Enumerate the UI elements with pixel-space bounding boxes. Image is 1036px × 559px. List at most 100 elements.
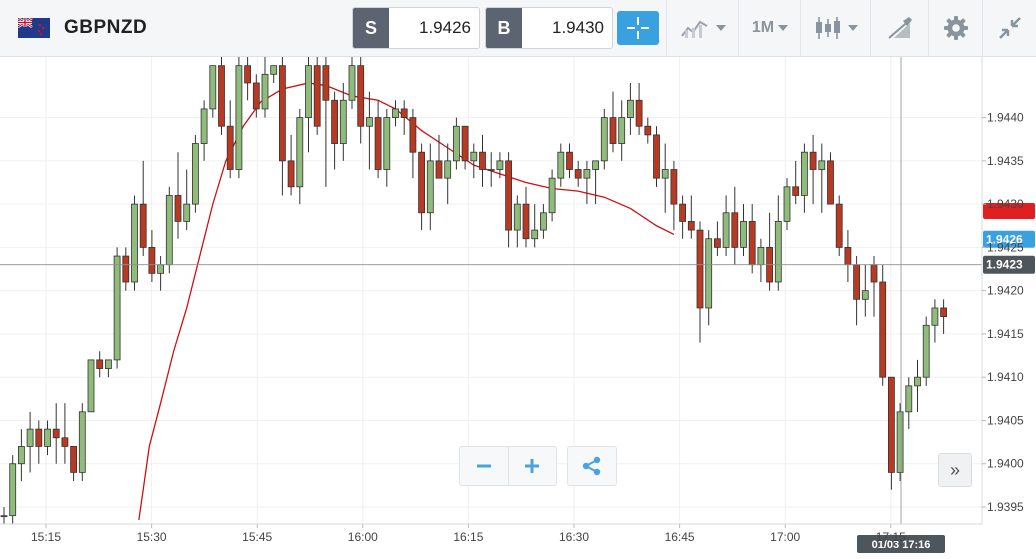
timeframe-selector[interactable]: 1M xyxy=(738,0,801,56)
candle-body xyxy=(105,359,112,369)
candle-body xyxy=(252,82,260,110)
candle-body xyxy=(801,151,808,196)
candle xyxy=(487,152,495,187)
candle-body xyxy=(452,125,460,162)
candle xyxy=(574,160,582,187)
bid-price-tag xyxy=(983,230,1035,248)
candle xyxy=(235,57,243,179)
candle-body xyxy=(496,160,504,170)
candle-style-selector[interactable] xyxy=(800,0,871,56)
candle-body xyxy=(383,117,391,170)
candle xyxy=(244,57,252,101)
time-axis[interactable]: 15:15 15:30 15:45 16:00 16:15 16:30 16:45 17:00… xyxy=(0,523,982,544)
candle-body xyxy=(896,411,904,473)
candle xyxy=(783,178,791,231)
sell-price: 1.9426 xyxy=(419,18,471,37)
ma-price-tag xyxy=(983,203,1035,219)
candle-body xyxy=(191,143,199,205)
candle xyxy=(418,143,426,231)
time-tick-label: 17:00 xyxy=(770,530,800,544)
collapse-button[interactable] xyxy=(982,0,1036,56)
candle xyxy=(209,65,217,118)
price-axis[interactable]: 1.9395 1.9400 1.9405 1.9410 1.9415 1.9420 1.94… xyxy=(981,57,1024,524)
candle xyxy=(78,403,86,482)
price-tick-label: 1.9420 xyxy=(987,284,1024,298)
candle-body xyxy=(392,108,399,118)
candle-body xyxy=(122,255,130,283)
crosshair-icon xyxy=(627,17,649,39)
candle xyxy=(722,195,730,257)
candle-body xyxy=(287,160,295,188)
candle xyxy=(174,152,182,239)
zoom-in-button[interactable] xyxy=(507,447,557,485)
candle xyxy=(618,100,626,161)
price-tick-label: 1.9400 xyxy=(987,457,1024,471)
symbol-name: GBPNZD xyxy=(64,17,148,38)
chart-type-selector[interactable] xyxy=(666,0,739,56)
candle xyxy=(505,152,513,248)
zoom-out-button[interactable] xyxy=(460,447,508,485)
draw-tools-button[interactable] xyxy=(870,0,929,56)
symbol-selector[interactable]: GBPNZD xyxy=(18,12,147,44)
scroll-to-latest-button[interactable]: » xyxy=(938,453,972,487)
candle xyxy=(0,507,8,525)
candle-body xyxy=(931,307,939,326)
time-tick-label: 16:00 xyxy=(348,530,378,544)
candle xyxy=(600,108,608,170)
candle-body xyxy=(44,428,51,447)
candle xyxy=(400,100,408,135)
sell-quote-button[interactable]: S 1.9426 xyxy=(352,7,480,49)
candle-body xyxy=(679,203,686,222)
candle xyxy=(896,403,904,482)
buy-quote-button[interactable]: B 1.9430 xyxy=(485,7,613,49)
moving-average-layer xyxy=(138,82,675,521)
candle xyxy=(322,57,330,187)
draw-tools-icon xyxy=(888,17,912,39)
candle xyxy=(513,195,521,248)
candle-body xyxy=(348,65,356,101)
chevron-down-icon xyxy=(848,25,858,31)
minus-icon xyxy=(476,464,491,468)
price-tick-label: 1.9405 xyxy=(987,413,1024,427)
candle xyxy=(17,429,25,482)
candle xyxy=(122,247,130,291)
candle xyxy=(305,57,312,153)
candle xyxy=(479,134,486,187)
candle-body xyxy=(113,255,121,361)
candle-body xyxy=(244,65,252,84)
candle-body xyxy=(844,246,852,266)
candle-body xyxy=(479,151,486,170)
candle-body xyxy=(183,203,191,222)
candle-body xyxy=(548,177,556,214)
candle xyxy=(644,117,652,144)
candle xyxy=(365,91,373,170)
candle xyxy=(740,204,747,257)
chart-toolbar: GBPNZD S 1.9426 B 1.9430 1M xyxy=(0,0,1036,57)
candle xyxy=(278,57,286,196)
candle xyxy=(540,204,547,239)
candle-body xyxy=(61,437,69,447)
candle xyxy=(61,403,69,464)
candle xyxy=(383,108,391,187)
candle-body xyxy=(78,411,86,473)
candle-body xyxy=(818,160,826,170)
price-tick-label: 1.9395 xyxy=(987,500,1024,514)
candle-body xyxy=(783,186,791,222)
zoom-controls xyxy=(459,446,557,486)
time-tick-label: 16:15 xyxy=(453,530,483,544)
candle xyxy=(374,100,382,179)
candle-body xyxy=(809,151,817,170)
candle-body xyxy=(296,117,304,188)
settings-button[interactable] xyxy=(928,0,983,56)
crosshair-button[interactable] xyxy=(617,11,659,45)
share-button[interactable] xyxy=(567,446,617,486)
candle xyxy=(331,91,339,170)
candle xyxy=(200,100,208,161)
candle-body xyxy=(218,65,225,127)
candle xyxy=(592,160,599,205)
candle xyxy=(9,455,17,525)
candle-body xyxy=(374,117,382,170)
candle-body xyxy=(922,324,930,378)
